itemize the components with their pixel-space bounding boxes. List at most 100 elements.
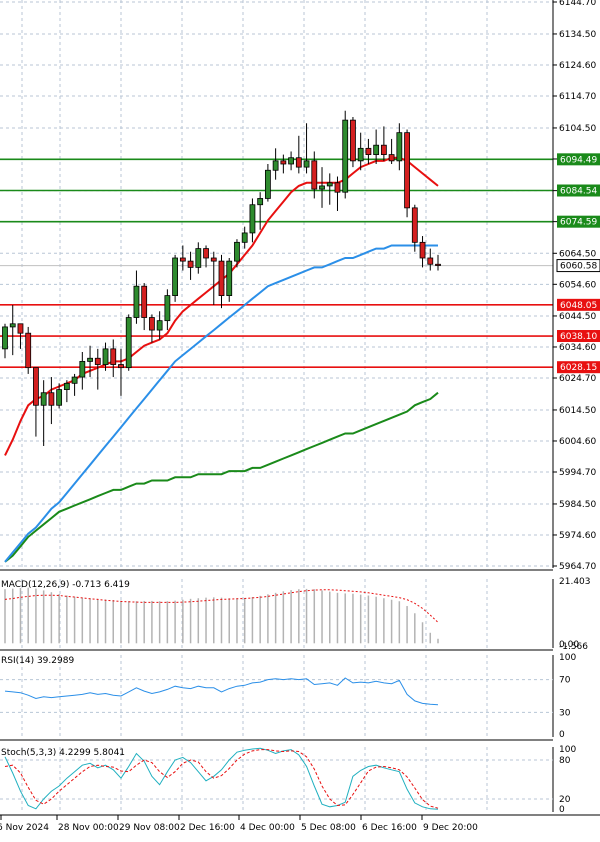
rsi-axis-label-0: 100 <box>559 653 576 663</box>
candle-body-22 <box>172 257 179 296</box>
candle-body-10 <box>79 360 86 378</box>
candle-body-29 <box>226 260 233 296</box>
stoch-title: Stoch(5,3,3) 4.2299 5.8041 <box>1 748 125 758</box>
candle-body-44 <box>342 119 349 193</box>
support-tag-2-label: 6028.15 <box>560 363 597 373</box>
candle-body-35 <box>272 160 279 171</box>
candle-body-40 <box>311 160 318 190</box>
candle-body-38 <box>295 157 302 168</box>
price-tick-label: 6034.60 <box>559 343 596 353</box>
moving-averages <box>4 156 439 563</box>
candle-body-3 <box>25 332 32 369</box>
candle-body-18 <box>141 285 148 318</box>
rsi-axis-label-3: 0 <box>559 730 565 740</box>
support-tag-1-label: 6038.10 <box>560 332 597 342</box>
price-tick-label: 6064.50 <box>559 249 596 259</box>
stoch-k-line <box>4 747 439 810</box>
candle-body-1 <box>9 323 16 328</box>
candle-body-39 <box>303 160 310 168</box>
candle-body-24 <box>187 260 194 268</box>
candle-body-37 <box>288 157 294 165</box>
macd-panel: MACD(12,26,9) -0.713 6.419 21.403 0.00-1.5… <box>1 577 591 652</box>
rsi-axis-label-1: 70 <box>559 676 571 686</box>
candle-body-30 <box>234 241 240 262</box>
candle-body-6 <box>48 392 55 406</box>
candle-body-43 <box>334 182 341 193</box>
rsi-title: RSI(14) 39.2989 <box>1 656 74 666</box>
price-axis: 6144.70 6134.50 6124.60 6114.70 6104.50 6094.… <box>553 0 596 572</box>
candle-body-31 <box>241 232 248 243</box>
candle-body-14 <box>110 348 117 365</box>
macd-axis-zero: 0.00 <box>559 640 579 650</box>
price-tick-label: 6124.60 <box>559 61 596 71</box>
candle-body-49 <box>380 144 387 155</box>
price-tick-label: 6024.70 <box>559 374 596 384</box>
price-tick-label: 6054.60 <box>559 280 596 290</box>
stoch-axis-label-2: 20 <box>559 795 571 805</box>
candle-body-23 <box>179 257 186 262</box>
price-tick-label: 5964.70 <box>559 562 596 572</box>
grid-lines <box>0 0 553 812</box>
candle-body-34 <box>264 169 271 199</box>
candle-body-47 <box>365 147 372 155</box>
candle-body-16 <box>125 317 132 369</box>
stoch-axis-label-3: 0 <box>559 805 565 815</box>
price-tick-label: 6104.50 <box>559 124 596 134</box>
price-tick-label: 6144.70 <box>559 0 596 8</box>
macd-axis-max: 21.403 <box>559 577 591 587</box>
stoch-axis-label-0: 100 <box>559 745 576 755</box>
candle-body-0 <box>2 326 8 350</box>
time-label: 6 Nov 2024 <box>0 823 49 833</box>
candle-body-15 <box>118 364 124 369</box>
candle-body-50 <box>388 154 395 162</box>
price-tick-label: 5994.70 <box>559 468 596 478</box>
time-axis: 6 Nov 2024 28 Nov 00:00 29 Nov 08:00 2 Dec … <box>0 815 478 833</box>
support-resistance-lines <box>0 158 553 368</box>
candle-body-42 <box>326 182 333 187</box>
rsi-panel: RSI(14) 39.2989 100 70 30 0 <box>0 653 576 740</box>
candle-body-54 <box>419 241 426 259</box>
candle-body-8 <box>63 382 70 390</box>
support-tag-0-bg <box>557 298 600 311</box>
macd-title: MACD(12,26,9) -0.713 6.419 <box>1 580 130 590</box>
stoch-axis-label-1: 80 <box>559 756 571 766</box>
candle-body-20 <box>156 320 163 331</box>
candle-body-32 <box>249 204 256 234</box>
current-price-tag-bg <box>556 259 600 273</box>
resistance-tag-1-label: 6084.54 <box>560 187 597 197</box>
candlestick-series <box>2 110 441 446</box>
candle-body-2 <box>17 323 24 334</box>
candle-body-55 <box>427 257 434 265</box>
time-label: 6 Dec 16:00 <box>362 823 417 833</box>
candle-body-33 <box>257 198 264 206</box>
candle-body-11 <box>87 357 93 362</box>
time-label: 5 Dec 08:00 <box>301 823 356 833</box>
ma-slow-line <box>4 391 439 563</box>
candle-body-5 <box>40 392 47 406</box>
candle-body-17 <box>133 285 140 318</box>
price-tick-label: 6004.60 <box>559 437 596 447</box>
candle-body-45 <box>350 119 356 162</box>
time-label: 29 Nov 08:00 <box>119 823 180 833</box>
stoch-d-line <box>4 749 439 809</box>
support-tag-2-bg <box>557 361 600 374</box>
candle-body-48 <box>373 144 380 155</box>
candle-body-27 <box>210 257 217 262</box>
time-label: 4 Dec 00:00 <box>240 823 295 833</box>
price-tick-label: 6114.70 <box>559 92 596 102</box>
candle-body-46 <box>357 147 364 162</box>
candle-body-4 <box>33 367 39 406</box>
candle-body-12 <box>94 357 101 365</box>
candle-body-13 <box>102 348 109 365</box>
candle-body-51 <box>396 132 403 162</box>
candle-body-36 <box>280 160 287 165</box>
time-label: 28 Nov 00:00 <box>58 823 119 833</box>
resistance-tag-0-label: 6094.49 <box>560 155 597 165</box>
price-tick-label: 6014.50 <box>559 406 596 416</box>
rsi-line <box>4 677 439 706</box>
time-label: 9 Dec 20:00 <box>423 823 478 833</box>
candle-body-7 <box>56 389 63 406</box>
